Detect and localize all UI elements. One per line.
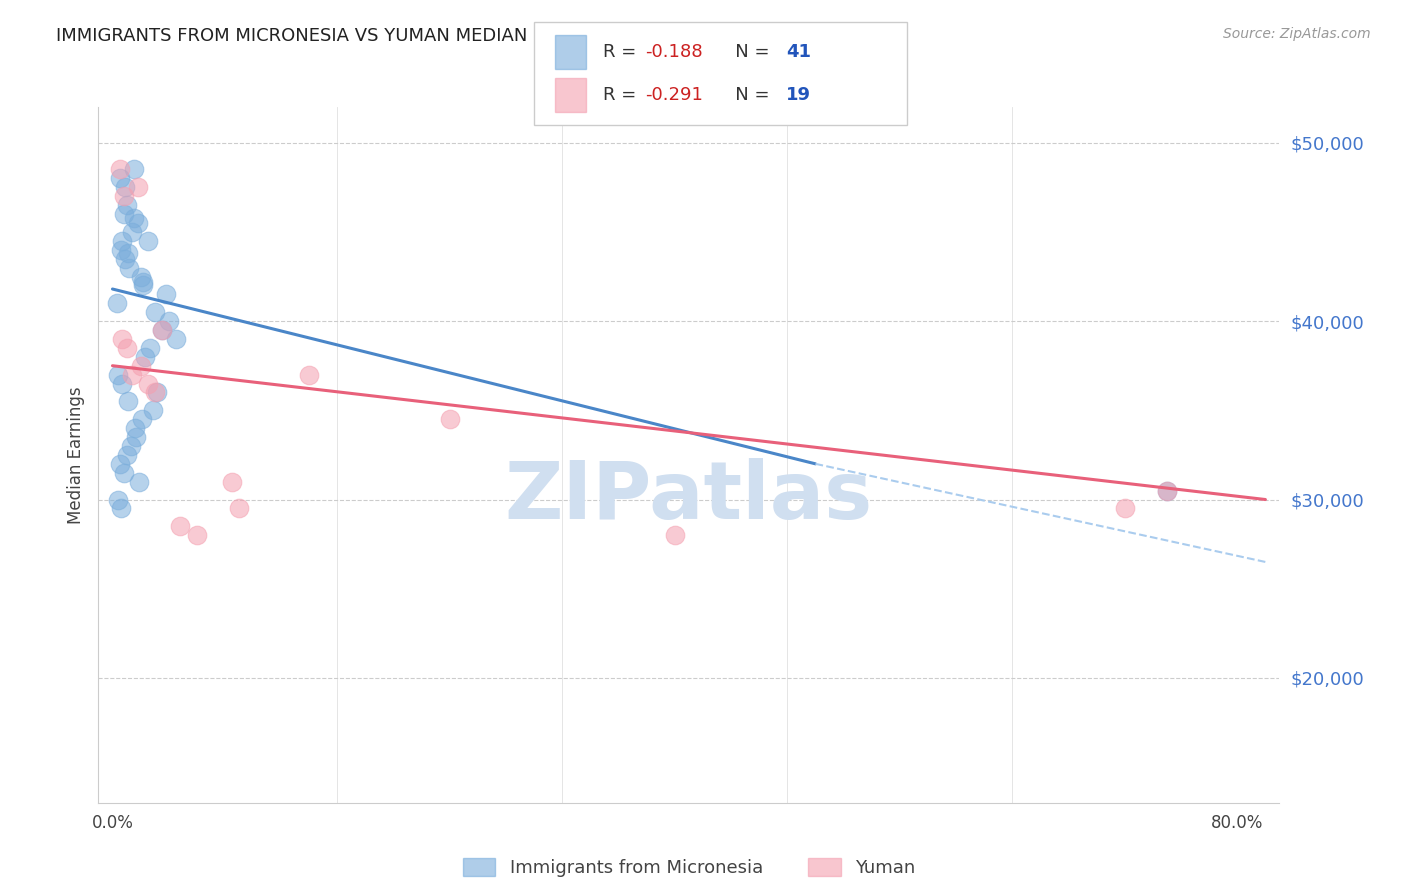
Point [169,519,191,533]
Point [146,385,169,400]
Point [132,275,155,289]
Point [105,296,128,310]
Point [117,246,139,260]
Point [157,314,180,328]
Point [120,439,142,453]
Point [114,252,136,266]
Text: R =: R = [603,87,643,104]
Point [117,394,139,409]
Point [122,211,145,225]
Point [221,475,243,489]
Text: Source: ZipAtlas.com: Source: ZipAtlas.com [1223,27,1371,41]
Legend: Immigrants from Micronesia, Yuman: Immigrants from Micronesia, Yuman [456,851,922,884]
Point [136,376,159,391]
Point [124,421,146,435]
Point [439,412,461,426]
Point [150,323,173,337]
Point [128,475,150,489]
Point [112,189,135,203]
Point [165,332,187,346]
Point [111,234,134,248]
Point [139,341,162,355]
Point [108,171,131,186]
Point [131,412,153,426]
Point [664,528,686,542]
Point [132,278,155,293]
Text: N =: N = [718,43,776,61]
Text: N =: N = [718,87,776,104]
Point [112,207,135,221]
Point [127,180,149,194]
Point [115,198,138,212]
Point [107,368,129,382]
Point [142,403,165,417]
Point [121,225,143,239]
Point [111,332,134,346]
Point [143,385,166,400]
Point [110,501,132,516]
Point [129,269,152,284]
Y-axis label: Median Earnings: Median Earnings [66,386,84,524]
Point [134,350,156,364]
Point [112,466,135,480]
Point [115,341,138,355]
Point [186,528,208,542]
Point [125,430,148,444]
Text: -0.291: -0.291 [645,87,703,104]
Point [298,368,321,382]
Point [155,287,177,301]
Point [108,162,131,177]
Point [150,323,173,337]
Point [127,216,149,230]
Point [107,492,129,507]
Text: 19: 19 [786,87,811,104]
Point [129,359,152,373]
Point [114,180,136,194]
Text: ZIPatlas: ZIPatlas [505,458,873,536]
Point [115,448,138,462]
Point [111,376,134,391]
Point [110,243,132,257]
Text: IMMIGRANTS FROM MICRONESIA VS YUMAN MEDIAN EARNINGS CORRELATION CHART: IMMIGRANTS FROM MICRONESIA VS YUMAN MEDI… [56,27,828,45]
Text: 41: 41 [786,43,811,61]
Text: -0.188: -0.188 [645,43,703,61]
Point [122,162,145,177]
Point [108,457,131,471]
Point [118,260,141,275]
Point [121,368,143,382]
Point [1156,483,1178,498]
Point [228,501,250,516]
Point [143,305,166,319]
Point [1156,483,1178,498]
Point [1114,501,1136,516]
Text: R =: R = [603,43,643,61]
Point [136,234,159,248]
